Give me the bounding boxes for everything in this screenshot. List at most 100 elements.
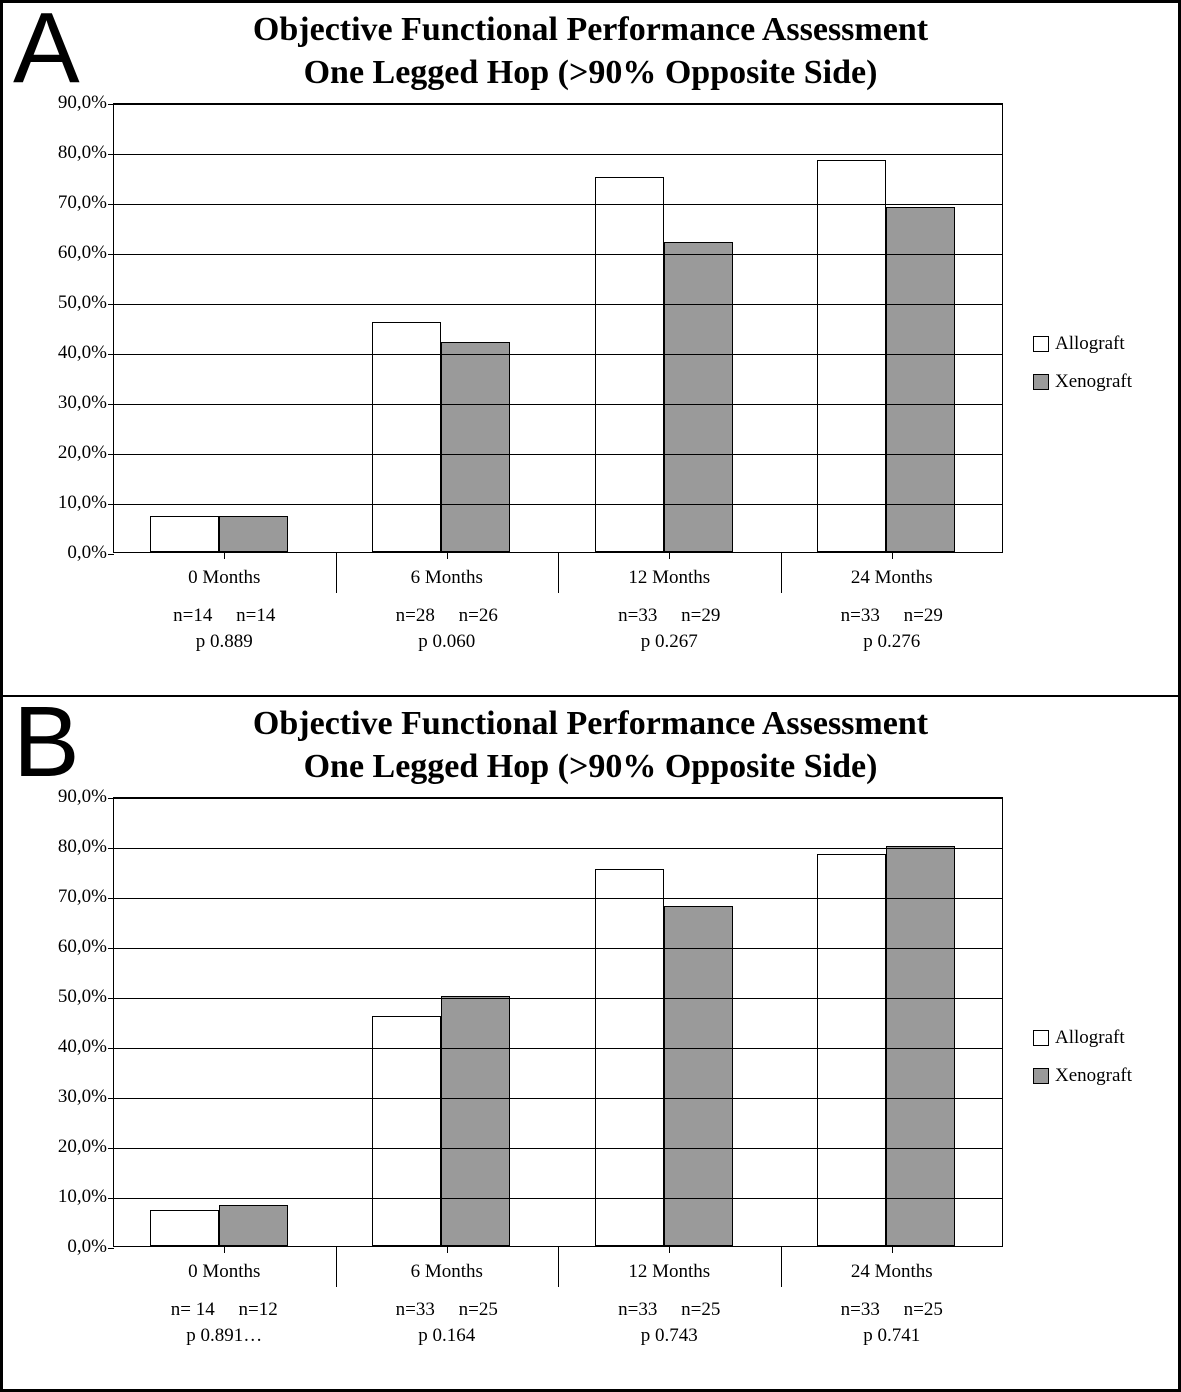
gridline bbox=[114, 898, 1002, 899]
legend-item-xenograft: Xenograft bbox=[1033, 1065, 1173, 1087]
x-tickmark bbox=[224, 1247, 225, 1253]
y-tick-label: 80,0% bbox=[58, 836, 107, 858]
x-p-label: p 0.891… bbox=[113, 1325, 336, 1347]
legend-label-xenograft: Xenograft bbox=[1055, 371, 1132, 393]
panel-b: B Objective Functional Performance Asses… bbox=[0, 696, 1181, 1392]
x-n-label: n=28 n=26 bbox=[336, 605, 559, 627]
bar-allograft bbox=[817, 160, 886, 553]
y-tick-label: 90,0% bbox=[58, 92, 107, 114]
legend-label-allograft: Allograft bbox=[1055, 1027, 1125, 1049]
gridline bbox=[114, 848, 1002, 849]
bar-xenograft bbox=[664, 242, 733, 552]
y-tick-label: 0,0% bbox=[67, 1236, 107, 1258]
y-tick-label: 70,0% bbox=[58, 886, 107, 908]
chart-a: 0,0%10,0%20,0%30,0%40,0%50,0%60,0%70,0%8… bbox=[23, 103, 1023, 683]
x-category-label: 12 Months bbox=[558, 1261, 781, 1283]
bar-allograft bbox=[150, 1210, 219, 1246]
x-category-label: 24 Months bbox=[781, 567, 1004, 589]
y-tickmark bbox=[108, 204, 114, 205]
gridline bbox=[114, 254, 1002, 255]
x-category-label: 0 Months bbox=[113, 567, 336, 589]
panel-b-title-line1: Objective Functional Performance Assessm… bbox=[253, 705, 928, 742]
x-p-label: p 0.060 bbox=[336, 631, 559, 653]
y-tick-label: 90,0% bbox=[58, 786, 107, 808]
y-tick-label: 70,0% bbox=[58, 192, 107, 214]
panel-a-title-line1: Objective Functional Performance Assessm… bbox=[253, 11, 928, 48]
x-n-label: n=33 n=25 bbox=[558, 1299, 781, 1321]
x-tickmark bbox=[447, 553, 448, 559]
y-tickmark bbox=[108, 454, 114, 455]
bar-allograft bbox=[372, 322, 441, 552]
panel-b-title: Objective Functional Performance Assessm… bbox=[3, 703, 1178, 788]
y-tickmark bbox=[108, 1098, 114, 1099]
bar-xenograft bbox=[219, 516, 288, 552]
panel-a: A Objective Functional Performance Asses… bbox=[0, 0, 1181, 696]
bar-allograft bbox=[817, 854, 886, 1247]
y-tickmark bbox=[108, 354, 114, 355]
chart-b-bars bbox=[114, 798, 1002, 1246]
legend-item-allograft: Allograft bbox=[1033, 1027, 1173, 1049]
y-tick-label: 10,0% bbox=[58, 1186, 107, 1208]
legend-swatch-allograft bbox=[1033, 1030, 1049, 1046]
y-tickmark bbox=[108, 154, 114, 155]
chart-b-plot bbox=[113, 797, 1003, 1247]
x-tickmark bbox=[669, 1247, 670, 1253]
x-p-label: p 0.276 bbox=[781, 631, 1004, 653]
bar-xenograft bbox=[664, 906, 733, 1246]
y-tickmark bbox=[108, 848, 114, 849]
x-n-label: n=33 n=25 bbox=[336, 1299, 559, 1321]
bar-xenograft bbox=[219, 1205, 288, 1247]
bar-allograft bbox=[595, 869, 664, 1247]
x-n-label: n=33 n=25 bbox=[781, 1299, 1004, 1321]
y-tick-label: 20,0% bbox=[58, 442, 107, 464]
x-n-label: n=33 n=29 bbox=[781, 605, 1004, 627]
gridline bbox=[114, 798, 1002, 799]
chart-b: 0,0%10,0%20,0%30,0%40,0%50,0%60,0%70,0%8… bbox=[23, 797, 1023, 1377]
y-tickmark bbox=[108, 798, 114, 799]
gridline bbox=[114, 1148, 1002, 1149]
gridline bbox=[114, 1198, 1002, 1199]
chart-b-legend: Allograft Xenograft bbox=[1033, 1027, 1173, 1103]
x-n-label: n=14 n=14 bbox=[113, 605, 336, 627]
panel-a-title: Objective Functional Performance Assessm… bbox=[3, 9, 1178, 94]
chart-a-bars bbox=[114, 104, 1002, 552]
chart-a-legend: Allograft Xenograft bbox=[1033, 333, 1173, 409]
y-tick-label: 80,0% bbox=[58, 142, 107, 164]
y-tickmark bbox=[108, 948, 114, 949]
y-tick-label: 30,0% bbox=[58, 392, 107, 414]
panel-a-title-line2: One Legged Hop (>90% Opposite Side) bbox=[304, 54, 878, 91]
x-tickmark bbox=[669, 553, 670, 559]
legend-swatch-xenograft bbox=[1033, 1068, 1049, 1084]
bar-allograft bbox=[595, 177, 664, 552]
y-tick-label: 40,0% bbox=[58, 342, 107, 364]
figure-container: A Objective Functional Performance Asses… bbox=[0, 0, 1181, 1392]
gridline bbox=[114, 1098, 1002, 1099]
legend-label-allograft: Allograft bbox=[1055, 333, 1125, 355]
x-p-label: p 0.267 bbox=[558, 631, 781, 653]
y-tick-label: 0,0% bbox=[67, 542, 107, 564]
legend-swatch-allograft bbox=[1033, 336, 1049, 352]
gridline bbox=[114, 354, 1002, 355]
y-tickmark bbox=[108, 1198, 114, 1199]
legend-label-xenograft: Xenograft bbox=[1055, 1065, 1132, 1087]
y-tick-label: 20,0% bbox=[58, 1136, 107, 1158]
chart-a-plot bbox=[113, 103, 1003, 553]
gridline bbox=[114, 154, 1002, 155]
y-tick-label: 30,0% bbox=[58, 1086, 107, 1108]
y-tickmark bbox=[108, 1148, 114, 1149]
y-tick-label: 10,0% bbox=[58, 492, 107, 514]
chart-b-xlabels: 0 Monthsn= 14 n=12p 0.891…6 Monthsn=33 n… bbox=[113, 1247, 1003, 1377]
bar-allograft bbox=[150, 516, 219, 552]
y-tick-label: 50,0% bbox=[58, 292, 107, 314]
x-n-label: n= 14 n=12 bbox=[113, 1299, 336, 1321]
y-tickmark bbox=[108, 104, 114, 105]
y-tickmark bbox=[108, 404, 114, 405]
gridline bbox=[114, 948, 1002, 949]
y-tickmark bbox=[108, 304, 114, 305]
gridline bbox=[114, 454, 1002, 455]
bar-xenograft bbox=[441, 342, 510, 552]
x-p-label: p 0.743 bbox=[558, 1325, 781, 1347]
x-category-label: 6 Months bbox=[336, 567, 559, 589]
y-tick-label: 50,0% bbox=[58, 986, 107, 1008]
x-p-label: p 0.741 bbox=[781, 1325, 1004, 1347]
